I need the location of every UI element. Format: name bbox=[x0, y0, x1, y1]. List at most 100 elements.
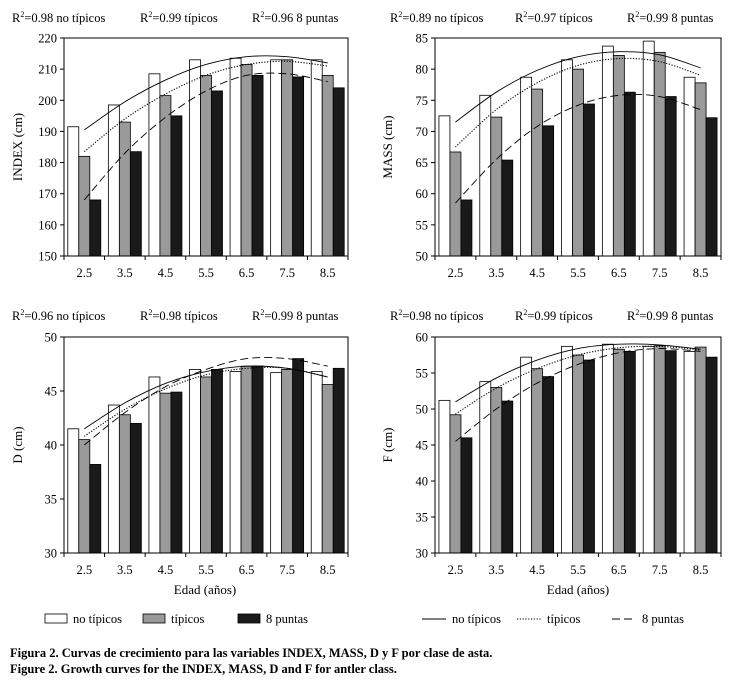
x-tick-label: 5.5 bbox=[570, 266, 586, 280]
bar-tipicos-4.5 bbox=[531, 368, 544, 554]
bar-no-tipicos-3.5 bbox=[107, 404, 120, 554]
r2-label-8-puntas: R2=0.99 8 puntas bbox=[252, 308, 339, 323]
x-tick-label: 8.5 bbox=[693, 563, 709, 577]
bar-8-puntas-5.5 bbox=[583, 103, 595, 257]
curve-no-tipicos bbox=[455, 51, 701, 123]
bar-tipicos-6.5 bbox=[240, 64, 253, 257]
r2-label-no-tipicos: R2=0.98 no típicos bbox=[390, 308, 483, 323]
y-tick-label: 40 bbox=[45, 439, 58, 453]
curve-tipicos bbox=[455, 345, 701, 415]
bar-tipicos-7.5 bbox=[281, 59, 294, 257]
x-tick-label: 7.5 bbox=[279, 266, 295, 280]
y-axis-label: MASS (cm) bbox=[380, 115, 395, 178]
x-axis-label-left: Edad (años) bbox=[174, 582, 236, 597]
legend-swatch-no-tipicos bbox=[44, 613, 68, 624]
y-tick-label: 60 bbox=[416, 187, 429, 201]
bar-8-puntas-2.5 bbox=[460, 199, 473, 257]
bar-8-puntas-7.5 bbox=[664, 96, 677, 257]
bar-no-tipicos-2.5 bbox=[67, 126, 80, 257]
y-tick-label: 220 bbox=[38, 32, 57, 46]
y-tick-label: 200 bbox=[38, 94, 57, 108]
curve-no-tipicos bbox=[455, 343, 701, 403]
bar-8-puntas-3.5 bbox=[129, 422, 142, 554]
x-tick-label: 4.5 bbox=[158, 266, 174, 280]
bar-8-puntas-4.5 bbox=[170, 391, 183, 554]
x-tick-label: 2.5 bbox=[448, 266, 464, 280]
legend-label-8-puntas: 8 puntas bbox=[266, 612, 308, 626]
bar-no-tipicos-4.5 bbox=[520, 76, 533, 257]
bar-no-tipicos-5.5 bbox=[189, 59, 201, 257]
x-tick-label: 7.5 bbox=[652, 266, 668, 280]
bar-no-tipicos-2.5 bbox=[438, 115, 451, 257]
figure-caption-spanish: Figura 2. Curvas de crecimiento para las… bbox=[10, 646, 493, 660]
r2-label-tipicos: R2=0.97 típicos bbox=[515, 10, 593, 25]
bar-8-puntas-3.5 bbox=[129, 151, 142, 257]
y-tick-label: 45 bbox=[416, 439, 429, 453]
x-tick-label: 6.5 bbox=[611, 563, 627, 577]
curve-8-puntas bbox=[455, 93, 701, 204]
legend-label-tipicos: típicos bbox=[171, 612, 204, 626]
bar-tipicos-5.5 bbox=[572, 354, 584, 554]
bar-tipicos-6.5 bbox=[240, 365, 253, 554]
y-tick-label: 55 bbox=[416, 367, 429, 381]
bar-tipicos-8.5 bbox=[321, 74, 334, 257]
bar-no-tipicos-5.5 bbox=[561, 345, 573, 554]
x-tick-label: 8.5 bbox=[320, 266, 336, 280]
bar-tipicos-4.5 bbox=[159, 392, 172, 554]
bar-no-tipicos-7.5 bbox=[270, 59, 283, 257]
y-tick-label: 60 bbox=[416, 331, 429, 345]
r2-label-8-puntas: R2=0.99 8 puntas bbox=[627, 10, 714, 25]
y-tick-label: 160 bbox=[38, 218, 57, 232]
bar-8-puntas-3.5 bbox=[501, 159, 514, 257]
bar-8-puntas-8.5 bbox=[332, 87, 345, 257]
bar-no-tipicos-2.5 bbox=[438, 399, 451, 554]
curve-no-tipicos bbox=[84, 55, 328, 131]
bar-tipicos-4.5 bbox=[531, 88, 544, 257]
y-tick-label: 65 bbox=[416, 156, 429, 170]
y-tick-label: 50 bbox=[45, 331, 58, 345]
bar-no-tipicos-7.5 bbox=[642, 40, 655, 257]
bar-no-tipicos-6.5 bbox=[601, 343, 614, 554]
bar-8-puntas-4.5 bbox=[542, 125, 555, 257]
y-tick-label: 170 bbox=[38, 187, 57, 201]
y-tick-label: 85 bbox=[416, 32, 429, 46]
bar-8-puntas-2.5 bbox=[89, 464, 102, 554]
bar-tipicos-7.5 bbox=[281, 368, 294, 554]
x-tick-label: 5.5 bbox=[198, 563, 214, 577]
x-tick-label: 8.5 bbox=[320, 563, 336, 577]
y-tick-label: 55 bbox=[416, 218, 429, 232]
bar-tipicos-3.5 bbox=[490, 116, 503, 257]
y-tick-label: 70 bbox=[416, 125, 429, 139]
figure-caption-english: Figure 2. Growth curves for the INDEX, M… bbox=[10, 662, 397, 676]
r2-label-no-tipicos: R2=0.98 no típicos bbox=[12, 10, 105, 25]
x-tick-label: 4.5 bbox=[529, 563, 545, 577]
legend-line-label-8-puntas: 8 puntas bbox=[642, 612, 684, 626]
r2-label-8-puntas: R2=0.96 8 puntas bbox=[252, 10, 339, 25]
bar-tipicos-5.5 bbox=[572, 68, 584, 257]
x-tick-label: 6.5 bbox=[239, 563, 255, 577]
plot-frame bbox=[434, 37, 722, 257]
y-tick-label: 35 bbox=[45, 493, 58, 507]
bar-tipicos-2.5 bbox=[449, 151, 462, 257]
bar-tipicos-3.5 bbox=[118, 414, 131, 554]
bar-tipicos-7.5 bbox=[653, 345, 666, 554]
bar-8-puntas-7.5 bbox=[664, 350, 677, 554]
bar-tipicos-8.5 bbox=[694, 346, 707, 554]
curve-tipicos bbox=[83, 366, 328, 437]
y-tick-label: 75 bbox=[416, 94, 429, 108]
bar-tipicos-7.5 bbox=[653, 51, 666, 257]
y-tick-label: 35 bbox=[416, 511, 429, 525]
x-tick-label: 2.5 bbox=[448, 563, 464, 577]
y-tick-label: 180 bbox=[38, 156, 57, 170]
bar-tipicos-6.5 bbox=[612, 55, 625, 257]
bar-tipicos-3.5 bbox=[118, 121, 131, 257]
bar-8-puntas-8.5 bbox=[332, 367, 345, 554]
bar-no-tipicos-8.5 bbox=[310, 59, 323, 257]
bar-8-puntas-5.5 bbox=[211, 90, 223, 257]
bar-8-puntas-8.5 bbox=[705, 117, 718, 257]
y-tick-label: 210 bbox=[38, 63, 57, 77]
bar-tipicos-2.5 bbox=[78, 439, 91, 554]
bar-no-tipicos-2.5 bbox=[67, 428, 80, 554]
y-tick-label: 40 bbox=[416, 475, 429, 489]
